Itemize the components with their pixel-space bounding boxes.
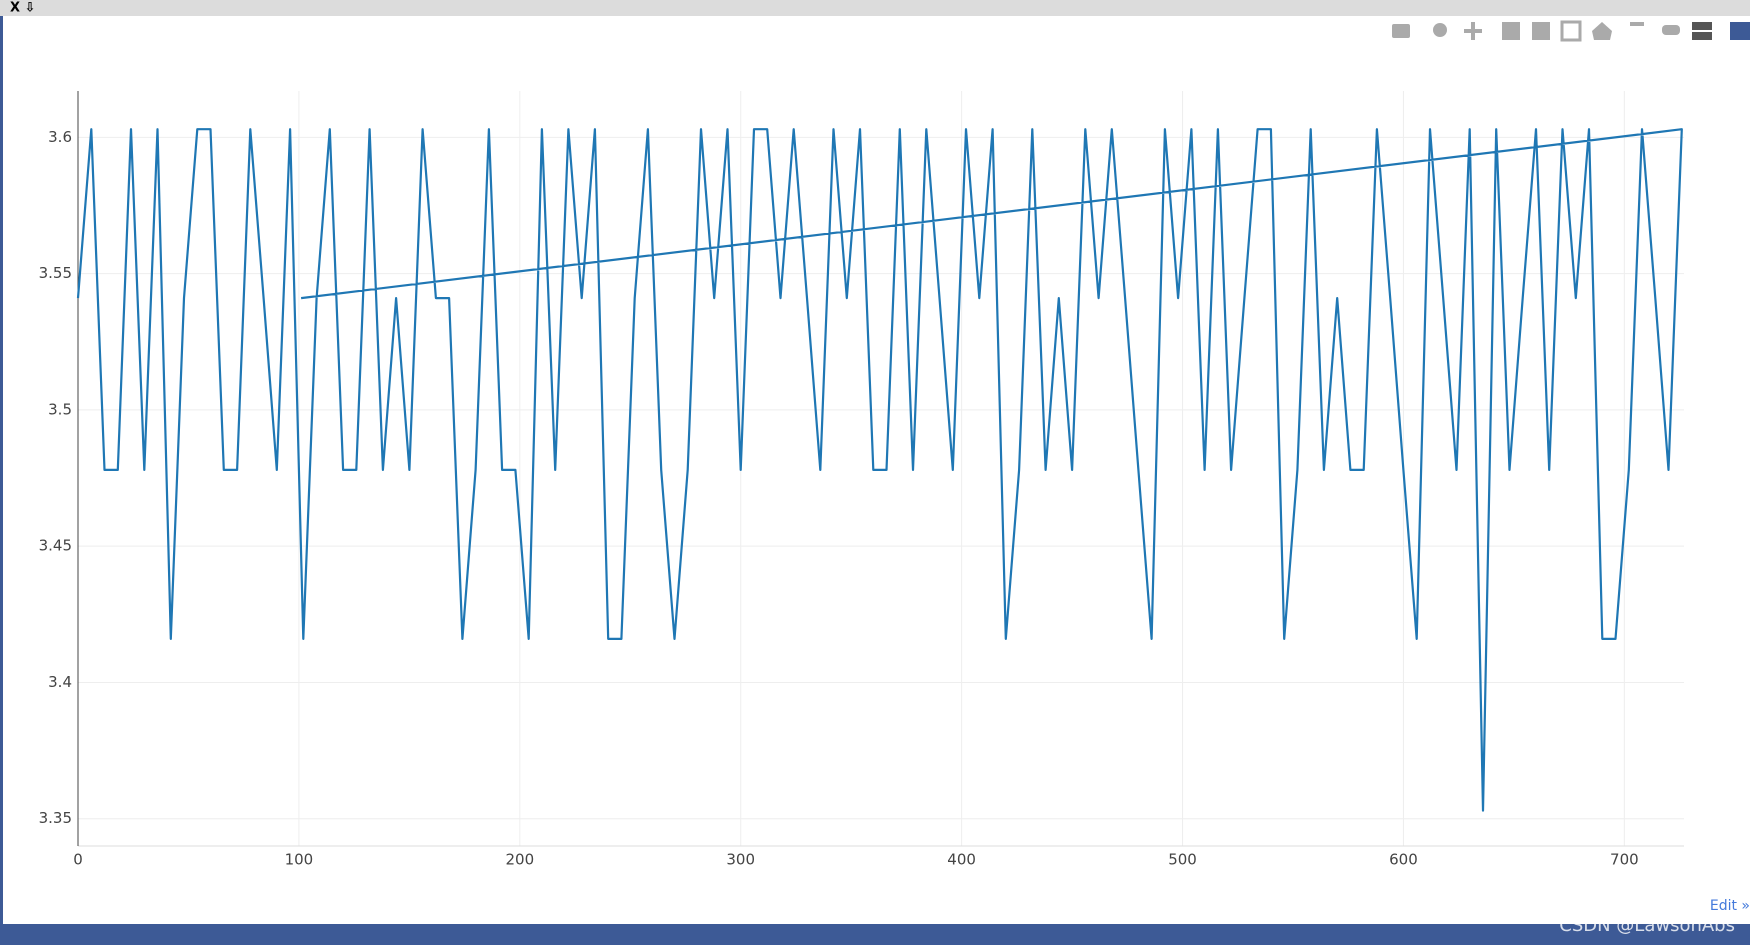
top-bar	[0, 0, 1750, 16]
x-tick-label: 400	[947, 851, 976, 869]
window-controls[interactable]: X ⇩	[10, 1, 35, 16]
x-tick-label: 500	[1168, 851, 1197, 869]
x-tick-label: 700	[1610, 851, 1639, 869]
x-tick-label: 200	[505, 851, 534, 869]
bottom-bar	[0, 924, 1750, 945]
x-tick-label: 300	[726, 851, 755, 869]
left-border	[0, 16, 3, 926]
y-tick-label: 3.4	[48, 673, 72, 691]
x-tick-label: 600	[1389, 851, 1418, 869]
y-tick-label: 3.55	[39, 264, 72, 282]
x-tick-label: 100	[285, 851, 314, 869]
modebar[interactable]	[1392, 20, 1750, 42]
watermark: CSDN @LawsonAbs	[1559, 915, 1735, 936]
data-line	[76, 128, 1683, 812]
edit-link[interactable]: Edit »	[1710, 898, 1750, 914]
x-tick-label: 0	[73, 851, 83, 869]
y-tick-label: 3.45	[39, 537, 72, 555]
y-tick-label: 3.6	[48, 128, 72, 146]
y-tick-label: 3.5	[48, 400, 72, 418]
y-tick-label: 3.35	[39, 809, 72, 827]
